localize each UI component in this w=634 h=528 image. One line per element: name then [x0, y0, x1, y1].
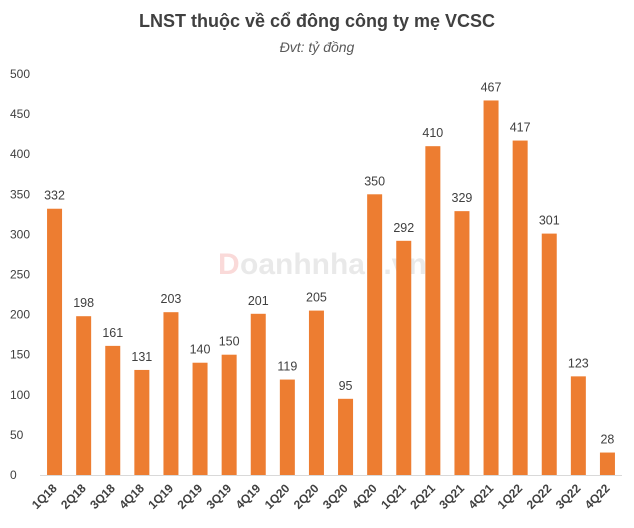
data-label-4Q19: 201 — [248, 294, 269, 308]
bar-3Q18 — [105, 345, 121, 475]
bar-1Q21 — [396, 240, 412, 475]
data-label-4Q20: 350 — [364, 174, 385, 188]
data-label-4Q21: 467 — [481, 80, 502, 94]
x-tick-label-4Q21: 4Q21 — [466, 481, 497, 512]
bar-2Q19 — [192, 362, 208, 475]
x-tick-label-4Q18: 4Q18 — [116, 481, 147, 512]
y-tick-label: 400 — [10, 147, 30, 161]
x-tick-label-1Q18: 1Q18 — [29, 481, 60, 512]
x-tick-label-4Q20: 4Q20 — [349, 481, 380, 512]
x-tick-label-2Q20: 2Q20 — [291, 481, 322, 512]
data-label-3Q19: 150 — [219, 335, 240, 349]
y-tick-label: 100 — [10, 388, 30, 402]
x-tick-label-1Q19: 1Q19 — [145, 481, 176, 512]
x-tick-label-3Q19: 3Q19 — [204, 481, 235, 512]
data-label-2Q18: 198 — [73, 296, 94, 310]
data-labels: 332 198 161 131 203 140 150 201 119 205 95 350 292 41… — [44, 80, 614, 446]
data-label-4Q22: 28 — [600, 433, 614, 447]
x-tick-label-3Q18: 3Q18 — [87, 481, 118, 512]
x-tick-label-3Q22: 3Q22 — [553, 481, 584, 512]
x-axis: 1Q182Q183Q184Q181Q192Q193Q194Q191Q202Q20… — [29, 481, 613, 512]
data-label-1Q18: 332 — [44, 189, 65, 203]
bar-1Q22 — [512, 140, 528, 476]
x-tick-label-4Q19: 4Q19 — [233, 481, 264, 512]
x-tick-label-1Q22: 1Q22 — [495, 481, 526, 512]
bars — [47, 100, 615, 476]
x-tick-label-3Q21: 3Q21 — [436, 481, 467, 512]
data-label-3Q20: 95 — [339, 379, 353, 393]
chart-title: LNST thuộc về cổ đông công ty mẹ VCSC — [139, 11, 495, 31]
y-tick-label: 350 — [10, 187, 30, 201]
data-label-2Q21: 410 — [422, 126, 443, 140]
y-tick-label: 450 — [10, 107, 30, 121]
data-label-2Q20: 205 — [306, 291, 327, 305]
bar-4Q20 — [367, 194, 383, 476]
y-tick-label: 500 — [10, 67, 30, 81]
bar-1Q18 — [47, 208, 63, 475]
data-label-1Q20: 119 — [277, 360, 297, 374]
bar-4Q21 — [483, 100, 499, 475]
data-label-1Q21: 292 — [393, 221, 414, 235]
y-tick-label: 300 — [10, 227, 30, 241]
data-label-4Q18: 131 — [131, 350, 152, 364]
x-tick-label-1Q21: 1Q21 — [378, 481, 409, 512]
data-label-2Q22: 301 — [539, 214, 560, 228]
bar-3Q22 — [570, 376, 586, 475]
y-tick-label: 0 — [10, 468, 17, 482]
bar-3Q20 — [338, 398, 354, 475]
data-label-1Q22: 417 — [510, 121, 531, 135]
watermark: D oanhnhan.vn — [218, 248, 427, 281]
y-axis: 0 50 100 150 200 250 300 350 400 450 500 — [10, 67, 30, 482]
bar-1Q20 — [279, 379, 295, 475]
x-tick-label-2Q19: 2Q19 — [175, 481, 206, 512]
x-tick-label-2Q21: 2Q21 — [407, 481, 438, 512]
bar-3Q19 — [221, 354, 237, 475]
bar-2Q20 — [308, 310, 324, 475]
data-label-1Q19: 203 — [161, 292, 182, 306]
y-tick-label: 50 — [10, 428, 24, 442]
bar-3Q21 — [454, 211, 470, 475]
bar-4Q22 — [599, 452, 615, 475]
bar-2Q22 — [541, 233, 557, 475]
data-label-3Q21: 329 — [452, 191, 473, 205]
bar-2Q21 — [425, 146, 441, 475]
data-label-3Q22: 123 — [568, 356, 589, 370]
y-tick-label: 200 — [10, 308, 30, 322]
x-tick-label-2Q18: 2Q18 — [58, 481, 89, 512]
x-tick-label-2Q22: 2Q22 — [524, 481, 555, 512]
data-label-2Q19: 140 — [190, 343, 211, 357]
bar-4Q19 — [250, 313, 266, 475]
x-tick-label-4Q22: 4Q22 — [582, 481, 613, 512]
bar-2Q18 — [76, 316, 92, 475]
chart-subtitle: Đvt: tỷ đồng — [280, 39, 355, 55]
watermark-brand-mark: D — [218, 248, 240, 281]
x-tick-label-1Q20: 1Q20 — [262, 481, 293, 512]
data-label-3Q18: 161 — [102, 326, 123, 340]
bar-1Q19 — [163, 312, 179, 475]
watermark-text: oanhnhan.vn — [240, 248, 427, 281]
y-tick-label: 250 — [10, 268, 30, 282]
bar-4Q18 — [134, 369, 150, 475]
y-tick-label: 150 — [10, 348, 30, 362]
x-tick-label-3Q20: 3Q20 — [320, 481, 351, 512]
